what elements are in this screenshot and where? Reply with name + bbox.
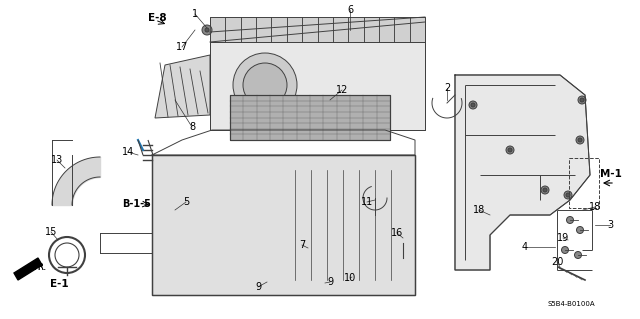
Circle shape [564,191,572,199]
Text: 17: 17 [176,42,188,52]
Circle shape [578,138,582,142]
Bar [230,95,390,140]
Bar [152,155,415,295]
Text: 9: 9 [255,282,261,292]
Circle shape [566,217,573,224]
Text: 13: 13 [51,155,63,165]
Circle shape [566,193,570,197]
Circle shape [506,146,514,154]
Circle shape [191,211,219,239]
Text: 15: 15 [45,227,57,237]
Text: 18: 18 [589,202,601,212]
Text: 19: 19 [557,233,569,243]
Text: M-1: M-1 [600,169,622,179]
Circle shape [202,25,212,35]
Circle shape [577,226,584,234]
Text: FR.: FR. [33,263,46,272]
Polygon shape [14,258,42,280]
Text: 16: 16 [391,228,403,238]
Text: 6: 6 [347,5,353,15]
Circle shape [233,53,297,117]
Polygon shape [455,75,590,270]
Circle shape [177,197,233,253]
Bar [569,158,599,208]
Text: E-8: E-8 [148,13,166,23]
Circle shape [578,96,586,104]
Polygon shape [155,55,210,118]
Text: 20: 20 [551,257,563,267]
Bar [152,155,415,295]
Circle shape [347,275,357,285]
Text: 9: 9 [327,277,333,287]
Circle shape [575,251,582,258]
Circle shape [165,185,245,265]
Circle shape [580,98,584,102]
Text: S5B4-B0100A: S5B4-B0100A [547,301,595,307]
Bar [230,95,390,140]
Text: 10: 10 [344,273,356,283]
Circle shape [398,233,408,243]
Text: 12: 12 [336,85,348,95]
Text: 2: 2 [444,83,450,93]
Circle shape [205,28,209,32]
Text: FR.: FR. [33,263,46,272]
Circle shape [243,63,287,107]
Text: 14: 14 [122,147,134,157]
Circle shape [318,278,328,288]
Circle shape [469,101,477,109]
Text: 18: 18 [473,205,485,215]
Text: 7: 7 [299,240,305,250]
Circle shape [543,188,547,192]
Circle shape [508,148,512,152]
Text: E-1: E-1 [50,279,68,289]
Text: B-1-5: B-1-5 [122,199,151,209]
Circle shape [576,136,584,144]
Circle shape [259,277,275,293]
Text: 4: 4 [522,242,528,252]
Circle shape [350,278,354,282]
Circle shape [471,103,475,107]
Text: 5: 5 [183,197,189,207]
Circle shape [541,186,549,194]
Text: 8: 8 [189,122,195,132]
Circle shape [313,273,333,293]
Text: 3: 3 [607,220,613,230]
Bar [210,17,425,42]
Text: 11: 11 [361,197,373,207]
Text: 1: 1 [192,9,198,19]
Circle shape [561,247,568,254]
Circle shape [300,244,316,260]
Circle shape [304,248,312,256]
Bar [210,42,425,130]
